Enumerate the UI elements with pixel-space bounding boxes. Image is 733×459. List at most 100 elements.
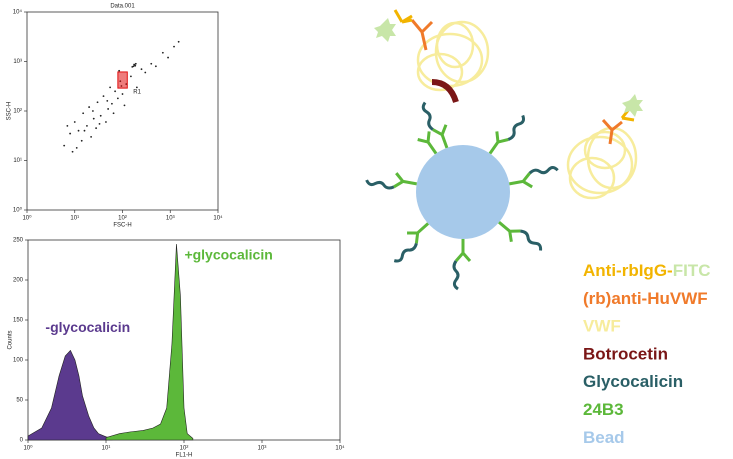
point	[135, 63, 137, 65]
point	[134, 65, 136, 67]
point	[162, 52, 164, 54]
y-tick-label: 10¹	[13, 158, 22, 164]
legend-entry: VWF	[583, 317, 621, 336]
y-tick-label: 10⁰	[13, 207, 23, 214]
x-tick-label: 10²	[180, 446, 189, 452]
point	[84, 130, 86, 132]
gate-label: R1	[133, 90, 141, 96]
x-tick-label: 10⁴	[335, 445, 345, 452]
point	[122, 93, 124, 95]
legend-entry: Anti-rbIgG-FITC	[583, 261, 710, 280]
legend-text: VWF	[583, 317, 621, 336]
gate	[118, 72, 127, 88]
point	[150, 63, 152, 65]
histogram-area	[106, 244, 193, 440]
point	[107, 108, 109, 110]
point	[90, 136, 92, 138]
point	[103, 95, 105, 97]
point	[124, 104, 126, 106]
x-axis-label: FSC-H	[113, 223, 131, 229]
point	[76, 147, 78, 149]
point	[82, 112, 84, 114]
x-axis-label: FL1-H	[176, 453, 193, 459]
point	[173, 46, 175, 48]
point	[95, 127, 97, 129]
point	[118, 70, 120, 72]
legend-text: Anti-rbIgG-	[583, 261, 673, 280]
point	[130, 76, 132, 78]
series-label: +glycocalicin	[184, 247, 272, 263]
y-axis-label: Counts	[8, 330, 14, 349]
page: 10⁰ 10¹ 10² 10³ 10⁴ 10⁰ 10¹ 10² 10³ 10⁴ Data.001 FS…	[0, 0, 733, 459]
point	[81, 140, 83, 142]
figure: 10⁰ 10¹ 10² 10³ 10⁴ 10⁰ 10¹ 10² 10³ 10⁴ Data.001 FS…	[0, 0, 733, 459]
point	[136, 86, 138, 88]
point	[178, 41, 180, 43]
point	[97, 101, 99, 103]
point	[105, 121, 107, 123]
point	[88, 106, 90, 108]
point	[167, 57, 169, 59]
legend-text: 24B3	[583, 400, 624, 419]
x-tick-label: 10¹	[70, 216, 79, 222]
y-tick-label: 50	[16, 398, 23, 404]
point	[100, 115, 102, 117]
point	[63, 145, 65, 147]
legend-entry: Botrocetin	[583, 345, 668, 364]
point	[131, 66, 133, 68]
y-axis-label: SSC-H	[7, 102, 13, 121]
chart-title: Data.001	[110, 4, 135, 10]
x-tick-label: 10⁴	[213, 215, 223, 222]
point	[69, 133, 71, 135]
legend-text: Glycocalicin	[583, 373, 683, 392]
point	[66, 125, 68, 127]
point	[99, 123, 101, 125]
point	[86, 125, 88, 127]
chart: 10⁰ 10¹ 10² 10³ 10⁴ 10⁰ 10¹ 10² 10³ 10⁴ Data.001 FS…	[7, 4, 223, 229]
fitc	[374, 18, 396, 42]
x-tick-label: 10¹	[102, 446, 111, 452]
point	[111, 103, 113, 105]
y-tick-label: 150	[13, 318, 24, 324]
y-tick-label: 10⁴	[13, 9, 23, 16]
legend-text: Bead	[583, 428, 625, 447]
y-tick-label: 0	[20, 438, 24, 444]
x-tick-label: 10³	[166, 216, 175, 222]
series-label: -glycocalicin	[45, 319, 130, 335]
legend-entry: Glycocalicin	[583, 373, 683, 392]
y-tick-label: 10²	[13, 109, 22, 115]
plot-frame	[27, 12, 218, 210]
point	[78, 130, 80, 132]
point	[117, 97, 119, 99]
x-tick-label: 10³	[258, 446, 267, 452]
point	[74, 121, 76, 123]
chart: 10⁰ 10¹ 10² 10³ 10⁴ 0 50 100 150 200 250 FL1-H Count…	[8, 238, 345, 459]
bead	[416, 145, 510, 239]
point	[93, 118, 95, 120]
point	[92, 110, 94, 112]
point	[113, 112, 115, 114]
point	[109, 86, 111, 88]
legend-entry: Bead	[583, 428, 625, 447]
point	[144, 72, 146, 74]
y-tick-label: 10³	[13, 59, 22, 65]
diagram	[366, 10, 643, 289]
y-tick-label: 200	[13, 278, 24, 284]
x-tick-label: 10⁰	[22, 215, 32, 222]
point	[155, 65, 157, 67]
point	[106, 100, 108, 102]
x-tick-label: 10⁰	[23, 445, 33, 452]
legend-text: (rb)anti-HuVWF	[583, 289, 708, 308]
anti-rbigg	[395, 10, 634, 120]
histogram-area	[28, 350, 112, 440]
point	[114, 90, 116, 92]
legend-text: Botrocetin	[583, 345, 668, 364]
point	[72, 151, 74, 153]
legend-text: FITC	[673, 261, 711, 280]
x-tick-label: 10²	[118, 216, 127, 222]
y-tick-label: 250	[13, 238, 24, 244]
point	[141, 68, 143, 70]
legend-entry: 24B3	[583, 400, 624, 419]
legend-entry: (rb)anti-HuVWF	[583, 289, 708, 308]
y-tick-label: 100	[13, 358, 24, 364]
